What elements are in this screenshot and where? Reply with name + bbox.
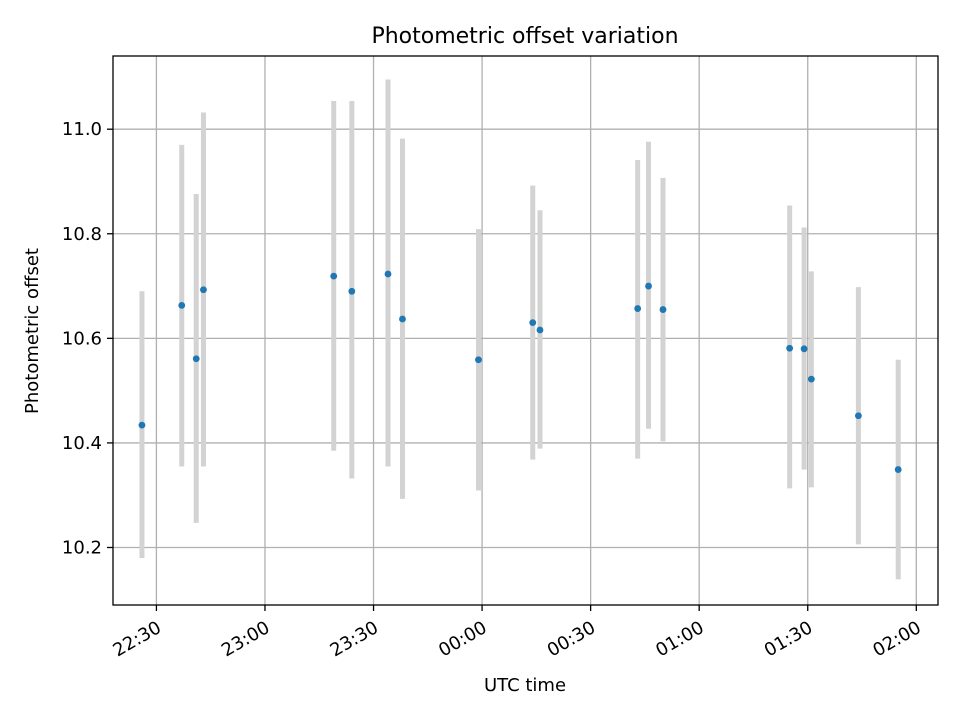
y-tick-label: 10.6: [62, 328, 102, 349]
data-point: [192, 355, 200, 363]
y-tick-label: 10.8: [62, 224, 102, 245]
data-point: [800, 345, 808, 353]
plot-frame: [112, 55, 939, 606]
data-point: [854, 412, 862, 420]
data-point: [200, 286, 207, 294]
x-axis-label: UTC time: [484, 675, 566, 696]
data-point: [894, 466, 902, 473]
data-point: [348, 287, 356, 295]
data-point: [330, 272, 338, 280]
data-point: [645, 282, 652, 290]
data-point: [475, 356, 482, 364]
data-point: [807, 375, 815, 383]
y-tick-label: 11.0: [62, 119, 102, 140]
y-tick-label: 10.4: [62, 433, 102, 454]
y-tick-label: 10.2: [62, 537, 102, 558]
data-point: [536, 326, 544, 334]
data-point: [634, 305, 642, 312]
data-point: [786, 344, 794, 352]
chart-title: Photometric offset variation: [371, 24, 678, 49]
data-point: [399, 315, 406, 323]
data-point: [529, 319, 537, 327]
data-point: [178, 302, 186, 309]
data-point: [384, 270, 392, 278]
data-points: [138, 270, 902, 473]
data-point: [659, 306, 667, 313]
data-point: [138, 421, 146, 429]
grid: [113, 56, 938, 605]
plot-area: [113, 56, 938, 605]
y-axis: 10.2 10.4 10.6 10.8 11.0: [62, 119, 113, 558]
y-axis-label: Photometric offset: [22, 248, 43, 414]
